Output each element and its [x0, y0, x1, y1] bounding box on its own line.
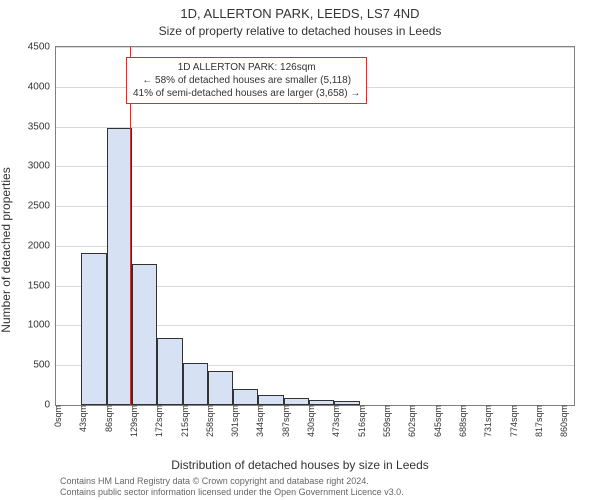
x-tick-label: 516sqm [357, 405, 367, 437]
x-tick-label: 0sqm [53, 405, 63, 427]
y-tick-label: 1500 [28, 280, 50, 291]
x-tick-label: 172sqm [154, 405, 164, 437]
y-tick-label: 2000 [28, 240, 50, 251]
y-axis-label: Number of detached properties [0, 167, 13, 332]
grid-line [56, 47, 574, 48]
chart-subtitle: Size of property relative to detached ho… [0, 24, 600, 38]
x-tick-label: 559sqm [382, 405, 392, 437]
y-tick-label: 500 [33, 360, 50, 371]
histogram-bar [132, 264, 157, 405]
histogram-bar [258, 395, 283, 405]
grid-line [56, 246, 574, 247]
label-box-line: ← 58% of detached houses are smaller (5,… [133, 74, 360, 87]
footer-line-2: Contains public sector information licen… [60, 487, 590, 498]
plot-area: 0500100015002000250030003500400045000sqm… [55, 46, 575, 406]
histogram-bar [157, 338, 182, 405]
histogram-bar [81, 253, 106, 405]
property-size-chart: 1D, ALLERTON PARK, LEEDS, LS7 4ND Size o… [0, 0, 600, 500]
y-tick-label: 1000 [28, 320, 50, 331]
histogram-bar [183, 363, 208, 405]
x-tick-label: 473sqm [331, 405, 341, 437]
histogram-bar [208, 371, 233, 405]
y-tick-label: 4000 [28, 81, 50, 92]
histogram-bar [107, 128, 132, 405]
x-tick-label: 258sqm [205, 405, 215, 437]
x-tick-label: 731sqm [483, 405, 493, 437]
histogram-bar [284, 398, 309, 405]
label-box-line: 1D ALLERTON PARK: 126sqm [133, 61, 360, 74]
chart-title: 1D, ALLERTON PARK, LEEDS, LS7 4ND [0, 6, 600, 21]
y-tick-label: 0 [44, 400, 50, 411]
y-tick-label: 2500 [28, 201, 50, 212]
x-tick-label: 387sqm [281, 405, 291, 437]
x-tick-label: 602sqm [407, 405, 417, 437]
y-tick-label: 3500 [28, 121, 50, 132]
chart-footer: Contains HM Land Registry data © Crown c… [60, 476, 590, 498]
x-tick-label: 344sqm [255, 405, 265, 437]
x-tick-label: 129sqm [129, 405, 139, 437]
grid-line [56, 166, 574, 167]
x-tick-label: 688sqm [458, 405, 468, 437]
x-tick-label: 817sqm [534, 405, 544, 437]
x-tick-label: 430sqm [306, 405, 316, 437]
x-tick-label: 860sqm [559, 405, 569, 437]
x-tick-label: 774sqm [509, 405, 519, 437]
grid-line [56, 127, 574, 128]
x-tick-label: 215sqm [180, 405, 190, 437]
histogram-bar [233, 389, 258, 405]
footer-line-1: Contains HM Land Registry data © Crown c… [60, 476, 590, 487]
y-tick-label: 4500 [28, 42, 50, 53]
histogram-bar [309, 400, 334, 405]
grid-line [56, 206, 574, 207]
y-tick-label: 3000 [28, 161, 50, 172]
histogram-bar [334, 401, 359, 405]
x-tick-label: 43sqm [78, 405, 88, 432]
x-axis-label: Distribution of detached houses by size … [0, 458, 600, 472]
reference-label-box: 1D ALLERTON PARK: 126sqm← 58% of detache… [126, 57, 367, 104]
x-tick-label: 301sqm [230, 405, 240, 437]
label-box-line: 41% of semi-detached houses are larger (… [133, 87, 360, 100]
x-tick-label: 645sqm [433, 405, 443, 437]
x-tick-label: 86sqm [104, 405, 114, 432]
